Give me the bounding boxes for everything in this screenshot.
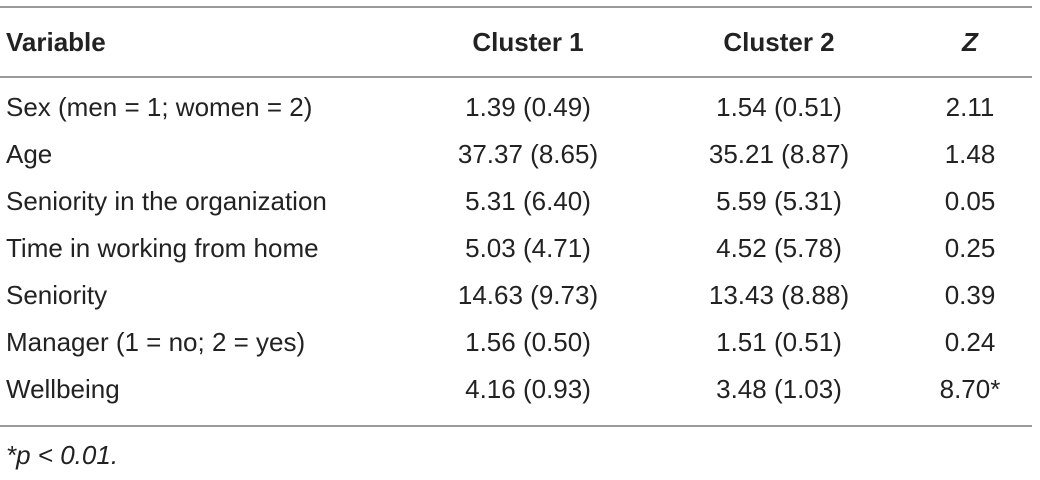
table-cell: 0.39 bbox=[944, 280, 996, 310]
table-cell: 1.56 (0.50) bbox=[465, 327, 591, 357]
table-row: Wellbeing 4.16 (0.93) 3.48 (1.03) 8.70* bbox=[0, 366, 1032, 426]
table-cell: Sex (men = 1; women = 2) bbox=[6, 92, 313, 122]
header-cell: Z bbox=[962, 26, 978, 57]
table-row: Sex (men = 1; women = 2) 1.39 (0.49) 1.54 … bbox=[0, 77, 1032, 131]
table-cell: 0.24 bbox=[944, 327, 996, 357]
table-row: Seniority 14.63 (9.73) 13.43 (8.88) 0.39 bbox=[0, 272, 1032, 319]
data-table: Variable Cluster 1 Cluster 2 Z Sex (men = 1… bbox=[0, 6, 1032, 427]
table-cell: Manager (1 = no; 2 = yes) bbox=[6, 327, 306, 357]
table-cell: 2.11 bbox=[945, 92, 995, 122]
table-row: Time in working from home 5.03 (4.71) 4.52… bbox=[0, 225, 1032, 272]
table-cell: Seniority bbox=[6, 280, 108, 310]
table-cell: 5.59 (5.31) bbox=[716, 186, 842, 216]
table-cell: 14.63 (9.73) bbox=[457, 280, 599, 310]
table-cell: 5.31 (6.40) bbox=[465, 186, 591, 216]
header-cell: Cluster 1 bbox=[472, 26, 584, 57]
header-cell: Variable bbox=[6, 26, 106, 57]
table-row: Manager (1 = no; 2 = yes) 1.56 (0.50) 1.51… bbox=[0, 319, 1032, 366]
header-row: Variable Cluster 1 Cluster 2 Z bbox=[0, 7, 1032, 77]
table-cell: Wellbeing bbox=[6, 374, 120, 404]
table-row: Age 37.37 (8.65) 35.21 (8.87) 1.48 bbox=[0, 131, 1032, 178]
table-cell: 1.54 (0.51) bbox=[716, 92, 842, 122]
table-cell: 13.43 (8.88) bbox=[708, 280, 850, 310]
table-cell: 8.70* bbox=[939, 374, 1001, 404]
table-body: Sex (men = 1; women = 2) 1.39 (0.49) 1.54 … bbox=[0, 77, 1032, 426]
footnote: *p < 0.01. bbox=[6, 440, 119, 470]
table-cell: 1.51 (0.51) bbox=[716, 327, 842, 357]
table-cell: Age bbox=[6, 139, 53, 169]
table-row: Seniority in the organization 5.31 (6.40)… bbox=[0, 178, 1032, 225]
table-cell: 4.52 (5.78) bbox=[716, 233, 842, 263]
table-cell: 35.21 (8.87) bbox=[708, 139, 850, 169]
table-cell: 4.16 (0.93) bbox=[465, 374, 591, 404]
table-cell: Time in working from home bbox=[6, 233, 319, 263]
table-cell: 3.48 (1.03) bbox=[716, 374, 842, 404]
table-cell: 0.25 bbox=[944, 233, 996, 263]
table-cell: 1.39 (0.49) bbox=[465, 92, 591, 122]
table-cell: 37.37 (8.65) bbox=[457, 139, 599, 169]
table-cell: 0.05 bbox=[944, 186, 996, 216]
table-cell: Seniority in the organization bbox=[6, 186, 327, 216]
header-cell: Cluster 2 bbox=[723, 26, 835, 57]
table-cell: 1.48 bbox=[944, 139, 996, 169]
table-cell: 5.03 (4.71) bbox=[465, 233, 591, 263]
